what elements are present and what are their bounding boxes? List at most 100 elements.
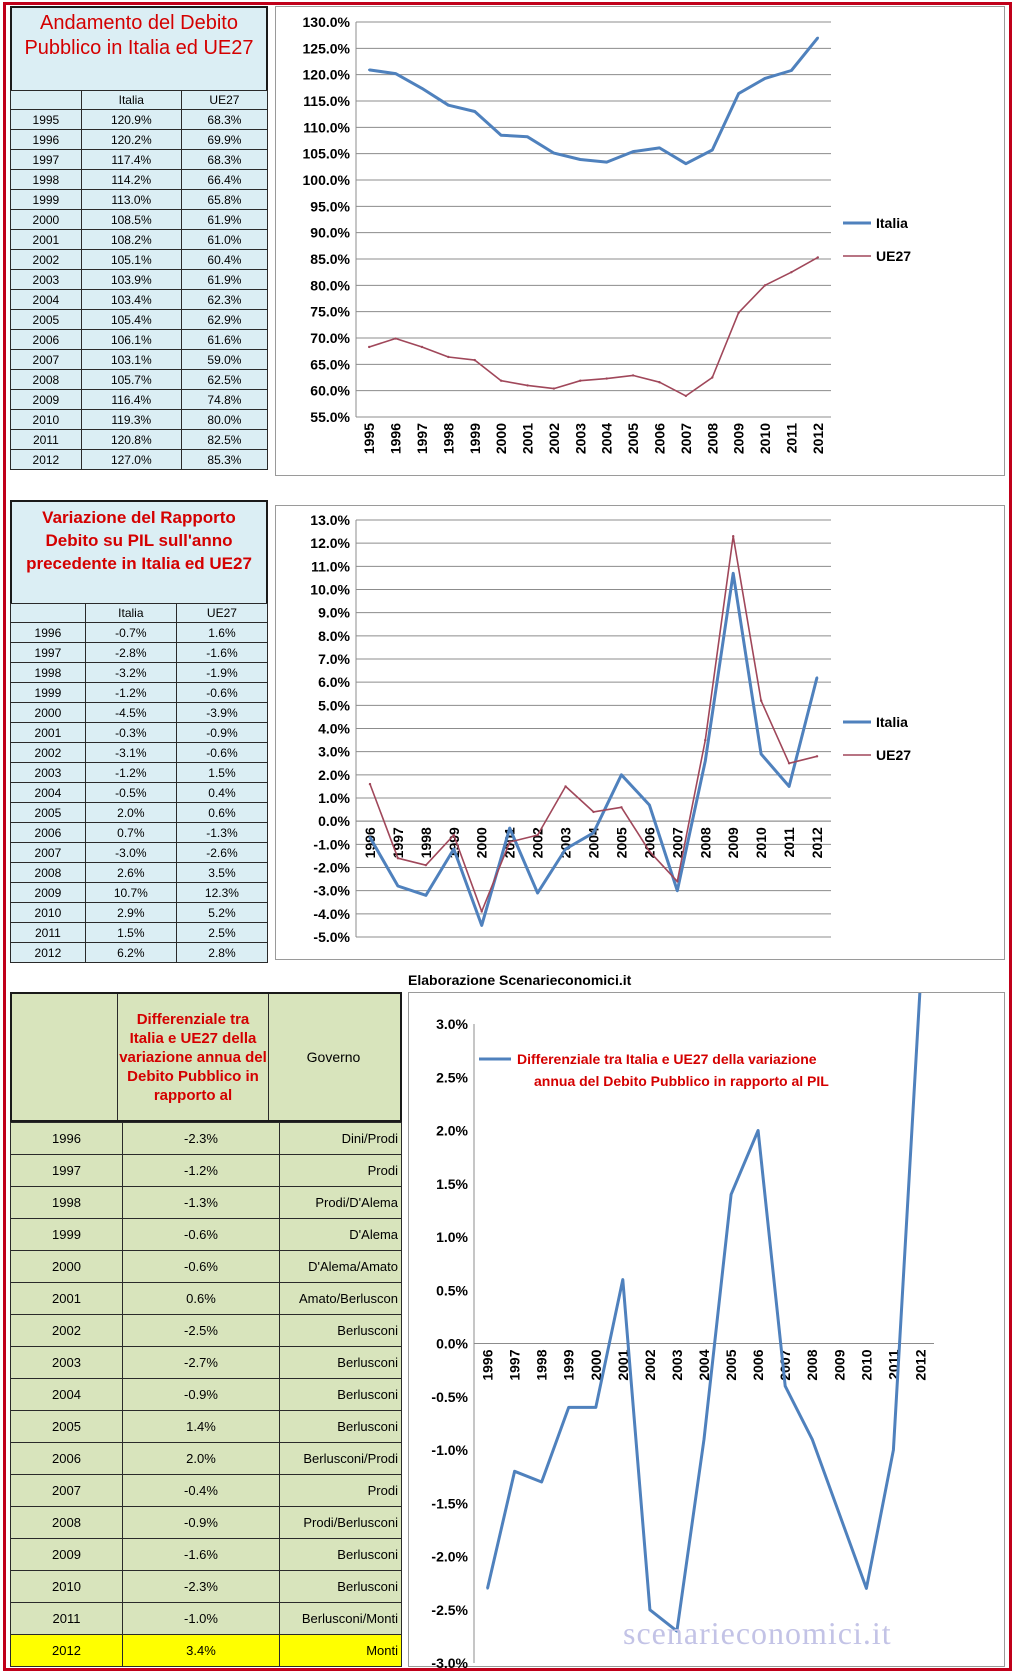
x-tick-label: 2006 xyxy=(641,827,657,858)
italia-cell: -1.2% xyxy=(84,682,177,703)
ue27-cell: 61.9% xyxy=(180,269,269,290)
year-cell: 2012 xyxy=(10,942,86,963)
year-cell: 2010 xyxy=(10,409,82,430)
italia-cell: 2.6% xyxy=(84,862,177,883)
table-row: 2012 3.4% Monti xyxy=(10,1634,402,1667)
governo-cell: Berlusconi xyxy=(279,1378,402,1411)
y-tick-label: 0.0% xyxy=(436,1336,468,1352)
data-point xyxy=(367,68,371,72)
italia-cell: 105.7% xyxy=(80,369,182,390)
y-tick-label: 55.0% xyxy=(310,409,350,425)
table-row: 2008 -0.9% Prodi/Berlusconi xyxy=(10,1506,402,1539)
table-row: 2012 127.0% 85.3% xyxy=(10,449,269,470)
x-tick-label: 2005 xyxy=(613,827,629,858)
data-point xyxy=(552,387,556,390)
data-point xyxy=(729,1193,733,1196)
data-point xyxy=(396,884,400,888)
col-italia: Italia xyxy=(84,603,177,623)
y-tick-label: 130.0% xyxy=(303,14,351,30)
year-cell: 2004 xyxy=(10,1378,123,1411)
data-point xyxy=(790,69,793,72)
ue27-cell: -2.6% xyxy=(175,842,269,863)
table-row: 2006 0.7% -1.3% xyxy=(10,822,269,843)
table-row: 2009 116.4% 74.8% xyxy=(10,389,269,410)
italia-cell: 116.4% xyxy=(80,389,182,410)
year-cell: 2009 xyxy=(10,389,82,410)
ue27-cell: -1.3% xyxy=(175,822,269,843)
legend-line-1: Differenziale tra Italia e UE27 della va… xyxy=(517,1051,817,1067)
legend-label: UE27 xyxy=(876,747,911,763)
y-tick-label: 5.0% xyxy=(318,697,350,713)
table-row: 1998 114.2% 66.4% xyxy=(10,169,269,190)
y-tick-label: 110.0% xyxy=(303,119,350,135)
y-tick-label: 75.0% xyxy=(310,304,350,320)
data-point xyxy=(447,355,450,359)
ue27-cell: 69.9% xyxy=(180,129,269,150)
data-point xyxy=(508,840,511,844)
ue27-cell: 61.0% xyxy=(180,229,269,250)
year-cell: 1999 xyxy=(10,1218,123,1251)
x-tick-label: 2008 xyxy=(804,1349,820,1380)
y-tick-label: 11.0% xyxy=(311,558,350,574)
section1-table: Italia UE27 1995 120.9% 68.3% 1996 120.2% 69.9… xyxy=(10,90,269,470)
col-italia: Italia xyxy=(80,90,182,110)
year-cell: 2000 xyxy=(10,1250,123,1283)
data-point xyxy=(486,1587,489,1590)
data-point xyxy=(702,1438,706,1441)
y-tick-label: 9.0% xyxy=(318,605,350,621)
diff-cell: -2.7% xyxy=(122,1346,280,1379)
y-tick-label: 85.0% xyxy=(310,251,350,267)
data-point xyxy=(367,345,371,349)
chart3: -3.0% -2.5% -2.0% -1.5% -1.0% -0.5% 0.0% 0.5% 1.… xyxy=(431,980,934,1671)
italia-cell: 108.5% xyxy=(80,209,182,230)
data-point xyxy=(564,847,567,851)
table-row: 2003 -2.7% Berlusconi xyxy=(10,1346,402,1379)
table-row: 2000 -0.6% D'Alema/Amato xyxy=(10,1250,402,1283)
x-tick-label: 1998 xyxy=(418,827,434,858)
year-cell: 2002 xyxy=(10,249,82,270)
ue27-cell: -0.6% xyxy=(175,742,269,763)
x-tick-label: 1996 xyxy=(362,827,378,858)
ue27-cell: -3.9% xyxy=(175,702,269,723)
data-point xyxy=(473,358,476,362)
data-point xyxy=(732,535,735,538)
diff-cell: -1.2% xyxy=(122,1154,280,1187)
data-point xyxy=(732,572,735,575)
diff-cell: -0.9% xyxy=(122,1378,280,1411)
data-point xyxy=(756,1129,760,1132)
italia-cell: 2.9% xyxy=(84,902,177,923)
y-tick-label: -2.0% xyxy=(431,1549,468,1565)
data-point xyxy=(526,384,529,387)
section2-title: Variazione del Rapporto Debito su PIL su… xyxy=(26,508,252,573)
y-tick-label: 70.0% xyxy=(310,330,350,346)
y-tick-label: 1.5% xyxy=(436,1176,468,1192)
diff-cell: 0.6% xyxy=(122,1282,280,1315)
y-tick-label: 3.0% xyxy=(436,1016,468,1032)
data-point xyxy=(564,785,567,788)
italia-cell: 127.0% xyxy=(80,449,182,470)
data-point xyxy=(579,158,582,161)
data-point xyxy=(816,36,820,39)
italia-cell: 108.2% xyxy=(80,229,182,250)
chart3-container: -3.0% -2.5% -2.0% -1.5% -1.0% -0.5% 0.0% 0.5% 1.… xyxy=(408,980,1005,1671)
table-row: 2001 108.2% 61.0% xyxy=(10,229,269,250)
table-row: 2000 -4.5% -3.9% xyxy=(10,702,269,723)
data-point xyxy=(394,72,397,75)
x-tick-label: 2002 xyxy=(530,827,546,858)
data-point xyxy=(452,847,455,851)
italia-cell: -4.5% xyxy=(84,702,177,723)
y-tick-label: 65.0% xyxy=(310,356,350,372)
ue27-cell: 2.8% xyxy=(175,942,269,963)
y-tick-label: 3.0% xyxy=(318,744,350,760)
table-row: 1995 120.9% 68.3% xyxy=(10,109,269,130)
y-tick-label: 95.0% xyxy=(310,198,350,214)
chart1-container: 55.0% 60.0% 65.0% 70.0% 75.0% 80.0% 85.0% 90.0%… xyxy=(275,6,1005,476)
data-point xyxy=(368,836,372,839)
year-cell: 1996 xyxy=(10,622,86,643)
italia-cell: 2.0% xyxy=(84,802,177,823)
data-point xyxy=(396,857,400,860)
table-row: 2009 10.7% 12.3% xyxy=(10,882,269,903)
y-tick-label: -1.5% xyxy=(431,1495,468,1511)
diff-cell: -2.3% xyxy=(122,1122,280,1155)
x-tick-label: 2004 xyxy=(696,1349,712,1380)
